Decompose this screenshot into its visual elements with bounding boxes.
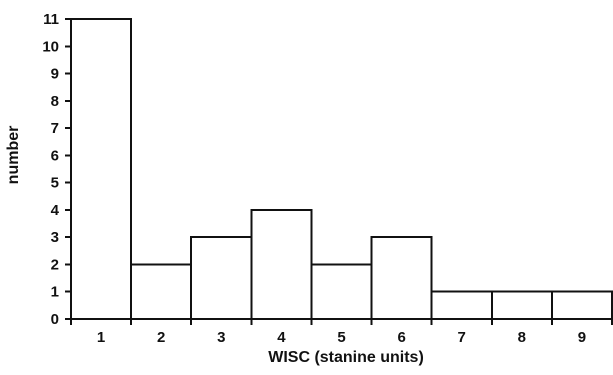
bar-5 — [310, 263, 373, 321]
y-tick-label-2: 2 — [51, 256, 59, 273]
y-tick-label-3: 3 — [51, 229, 59, 246]
bar-8 — [490, 290, 553, 321]
bar-1 — [70, 18, 133, 320]
x-tick-label-8: 8 — [518, 329, 526, 346]
y-tick-label-5: 5 — [51, 175, 59, 192]
bar-7 — [430, 290, 493, 321]
y-axis-title: number — [5, 126, 22, 185]
bars-layer — [70, 18, 613, 321]
x-tick-label-4: 4 — [277, 329, 286, 346]
y-tick-label-11: 11 — [43, 11, 59, 28]
y-tick-label-8: 8 — [51, 93, 59, 110]
x-tick-label-1: 1 — [97, 329, 105, 346]
y-tick-label-10: 10 — [42, 38, 59, 55]
bar-3 — [190, 236, 253, 320]
y-tick-label-4: 4 — [51, 202, 60, 219]
x-tick-label-9: 9 — [578, 329, 586, 346]
bar-4 — [250, 208, 313, 320]
bar-9 — [550, 290, 613, 321]
x-tick-label-6: 6 — [397, 329, 405, 346]
x-tick-label-3: 3 — [217, 329, 225, 346]
y-tick-label-7: 7 — [51, 120, 59, 137]
y-tick-label-1: 1 — [51, 284, 59, 301]
axes-layer — [65, 18, 613, 325]
y-tick-label-6: 6 — [51, 147, 59, 164]
x-axis-title: WISC (stanine units) — [268, 349, 424, 366]
bar-6 — [370, 236, 433, 320]
y-tick-label-9: 9 — [51, 66, 59, 83]
bar-2 — [130, 263, 193, 321]
x-tick-label-5: 5 — [337, 329, 345, 346]
y-tick-label-0: 0 — [51, 311, 59, 328]
x-tick-label-7: 7 — [458, 329, 466, 346]
x-tick-label-2: 2 — [157, 329, 165, 346]
